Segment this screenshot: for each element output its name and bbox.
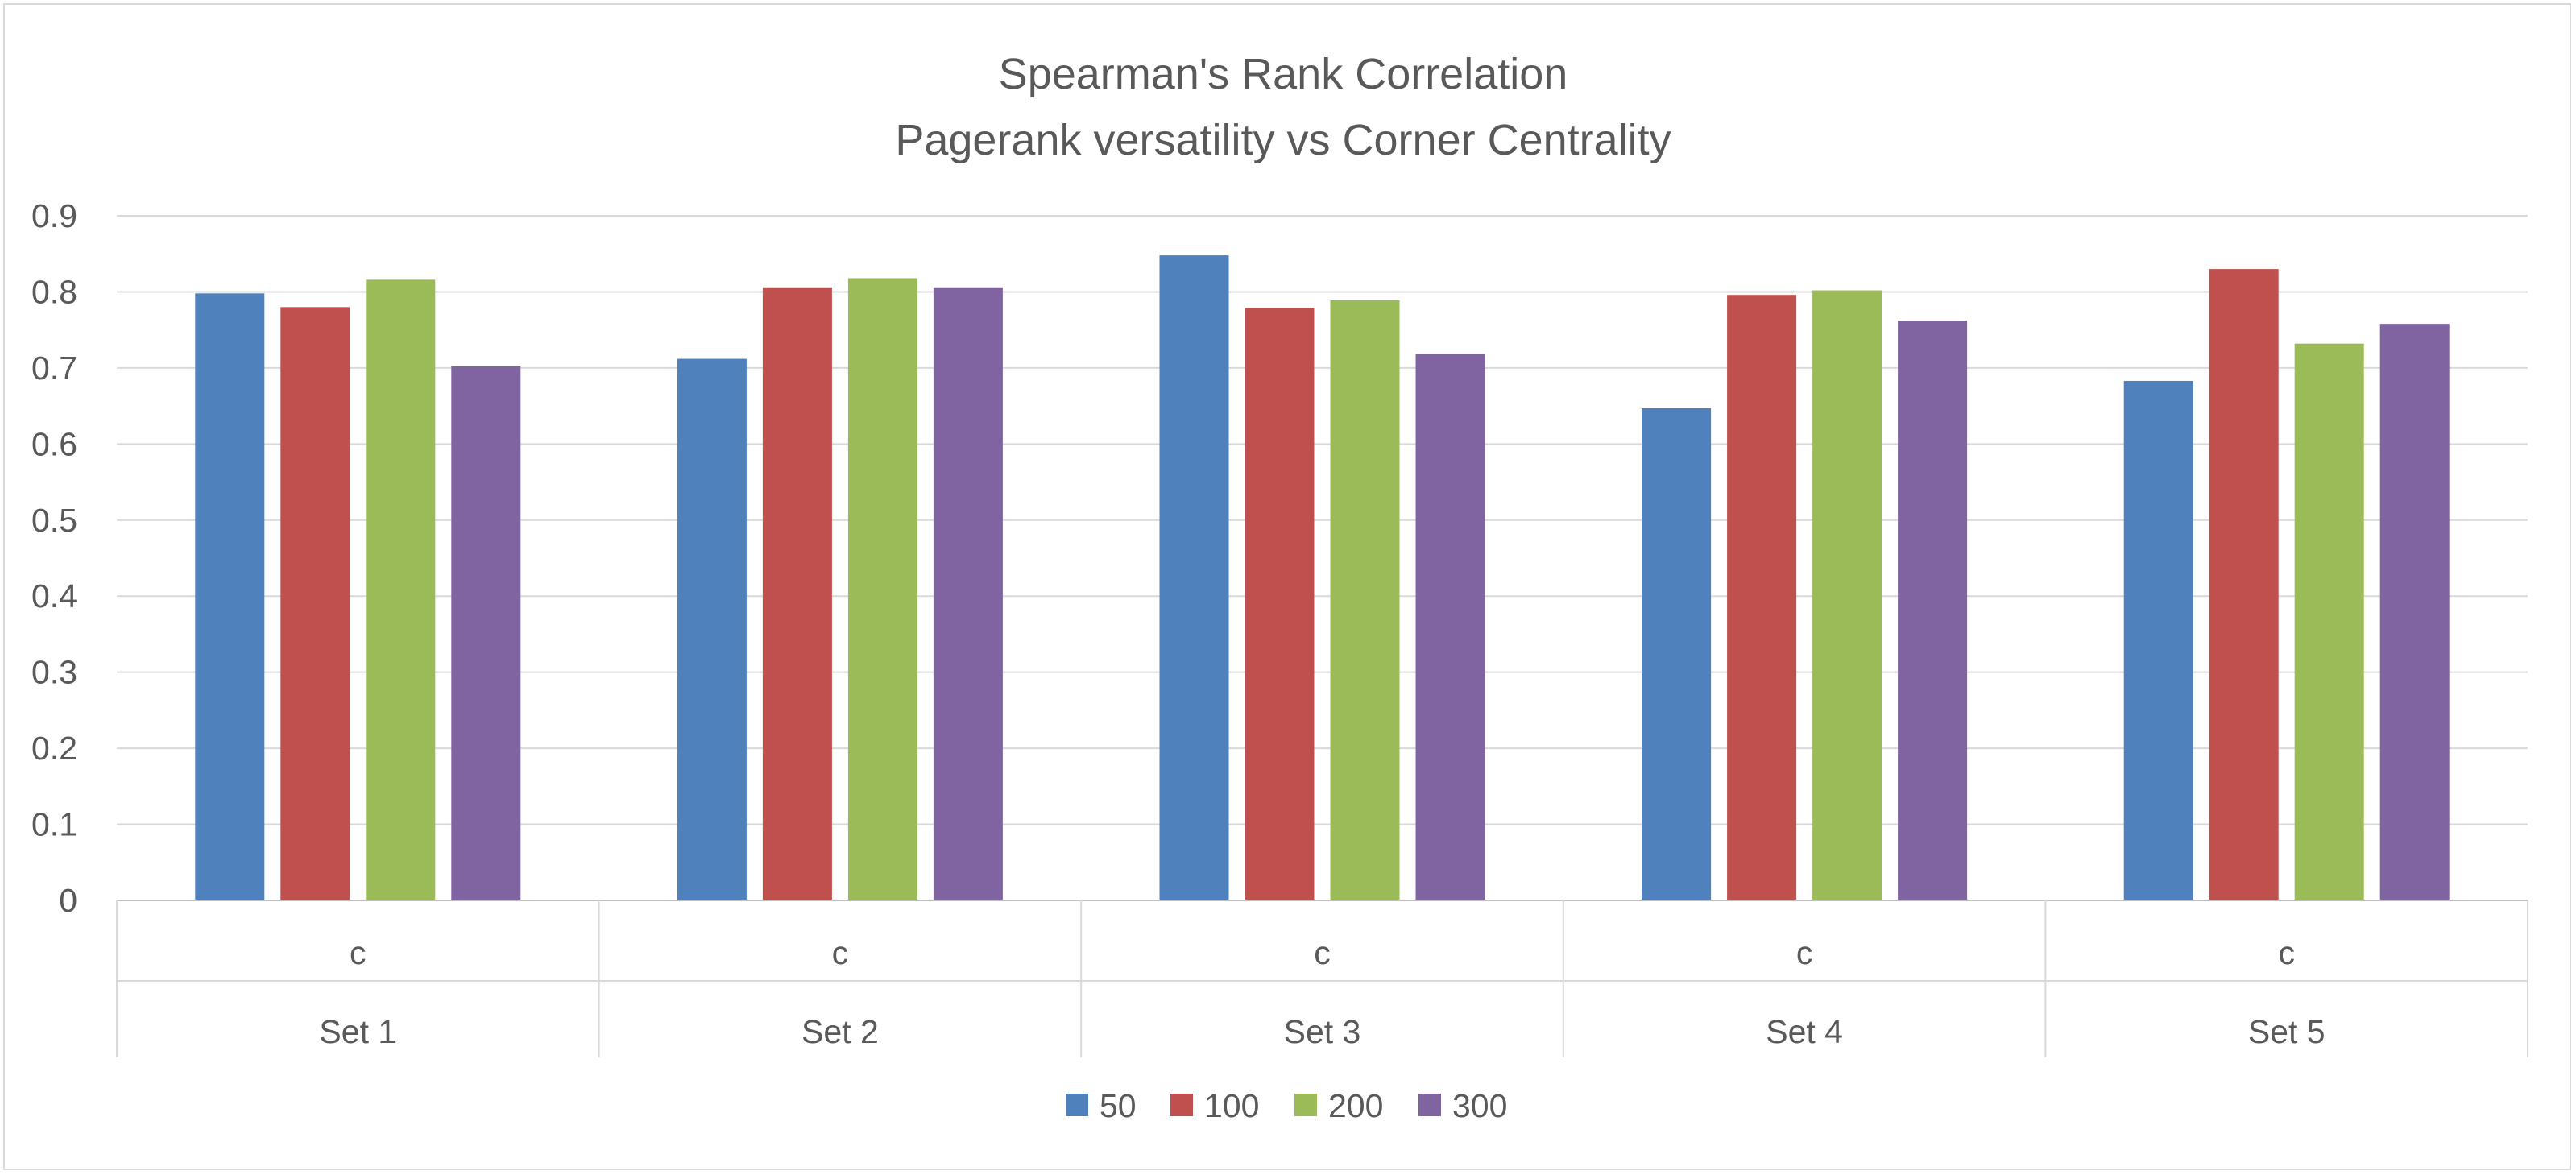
bar-series-50	[1642, 408, 1712, 900]
y-tick-label: 0.3	[31, 654, 77, 691]
y-tick-label: 0.1	[31, 806, 77, 843]
bar-series-50	[2123, 380, 2193, 900]
bar-series-100	[762, 287, 832, 900]
legend-swatch-300	[1418, 1094, 1441, 1116]
bar-series-200	[366, 279, 436, 900]
bar-series-100	[1245, 308, 1315, 900]
bar-series-300	[451, 366, 521, 900]
bar-series-300	[933, 287, 1003, 900]
x-subcategory-label: c	[1314, 934, 1331, 971]
bar-series-50	[1159, 255, 1229, 901]
x-category-label: Set 1	[319, 1013, 396, 1050]
x-subcategory-label: c	[832, 934, 849, 971]
bar-series-100	[2209, 269, 2279, 901]
y-tick-label: 0.8	[31, 273, 77, 310]
bar-series-300	[1898, 321, 1968, 900]
bar-series-300	[1415, 354, 1485, 900]
bar-series-50	[195, 293, 265, 900]
legend-label-200: 200	[1328, 1087, 1383, 1124]
x-subcategory-label: c	[350, 934, 367, 971]
legend-swatch-100	[1170, 1094, 1193, 1116]
y-tick-label: 0.6	[31, 425, 77, 462]
bar-series-200	[1812, 290, 1882, 900]
bar-series-50	[677, 358, 747, 900]
y-tick-label: 0.2	[31, 730, 77, 767]
legend-label-50: 50	[1100, 1087, 1137, 1124]
legend-swatch-200	[1294, 1094, 1317, 1116]
x-category-label: Set 4	[1766, 1013, 1843, 1050]
x-subcategory-label: c	[1796, 934, 1813, 971]
y-tick-label: 0.4	[31, 577, 77, 614]
y-tick-label: 0	[59, 882, 77, 919]
x-category-label: Set 3	[1284, 1013, 1361, 1050]
bar-series-300	[2379, 324, 2450, 901]
chart-title-line-1: Spearman's Rank Correlation	[999, 50, 1568, 98]
bar-series-200	[1330, 300, 1400, 900]
bar-series-200	[2294, 343, 2364, 901]
x-subcategory-label: c	[2278, 934, 2295, 971]
legend-swatch-50	[1066, 1094, 1088, 1116]
y-tick-label: 0.5	[31, 502, 77, 539]
chart-title-line-2: Pagerank versatility vs Corner Centralit…	[895, 116, 1671, 164]
legend-label-300: 300	[1452, 1087, 1507, 1124]
y-tick-label: 0.7	[31, 350, 77, 387]
x-category-label: Set 5	[2248, 1013, 2325, 1050]
bar-series-100	[1727, 295, 1797, 900]
bar-series-100	[280, 307, 350, 900]
x-category-label: Set 2	[801, 1013, 879, 1050]
y-tick-label: 0.9	[31, 197, 77, 234]
legend-label-100: 100	[1204, 1087, 1259, 1124]
bar-series-200	[847, 278, 917, 900]
